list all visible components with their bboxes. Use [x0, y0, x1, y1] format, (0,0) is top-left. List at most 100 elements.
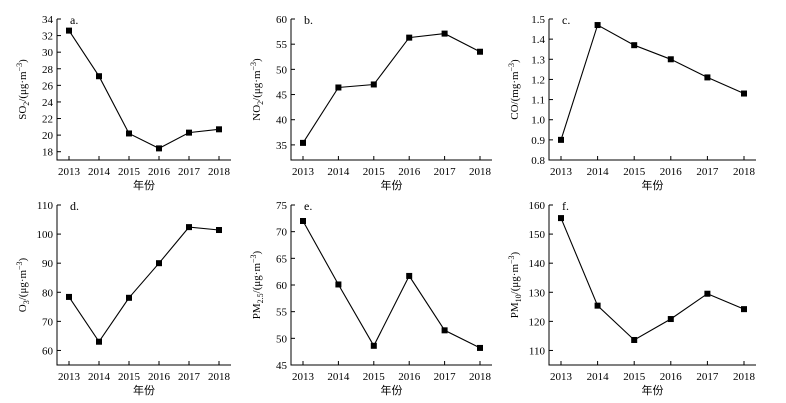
series-line: [302, 33, 481, 144]
series-line: [560, 24, 745, 141]
y-tick-label: 45: [276, 360, 288, 372]
y-tick-label: 1.5: [531, 14, 545, 26]
x-tick-label: 2015: [363, 166, 386, 178]
y-tick-label: 65: [276, 253, 288, 265]
y-tick-label: 1.0: [531, 115, 545, 127]
axes: [56, 19, 231, 161]
panel-pm25: 45 50 55 60 65 70 75 2013 2014 2015 2016 2017 2018 年份…: [249, 199, 492, 397]
x-tick-label: 2014: [88, 166, 111, 178]
x-axis-label: 年份: [133, 178, 155, 192]
y-label-unit: /(μg·m: [251, 263, 263, 294]
y-label-unit: /(μg·m: [17, 71, 29, 102]
y-tick-label: 0.9: [531, 135, 545, 147]
y-tick-label: 1.3: [531, 54, 545, 66]
y-tick-label: 160: [529, 200, 546, 212]
y-label-main: CO: [509, 104, 521, 119]
y-tick-label: 55: [276, 307, 288, 319]
y-label-sup: −3: [507, 255, 516, 264]
y-tick-label: 50: [276, 64, 288, 76]
y-tick-label: 110: [529, 345, 546, 357]
data-point-2016: [156, 145, 162, 152]
data-point-2013: [558, 215, 564, 222]
y-tick-label: 70: [42, 316, 54, 328]
y-label-unit: /(μg·m: [509, 264, 521, 295]
x-tick-label: 2016: [398, 166, 421, 178]
panel-label: b.: [304, 13, 313, 27]
y-label-sub: 2: [256, 101, 265, 105]
y-tick-label: 28: [42, 64, 54, 76]
data-point-2017: [441, 327, 448, 334]
x-tick-label: 2015: [118, 371, 141, 383]
data-point-2013: [558, 136, 564, 143]
y-tick-label: 80: [42, 287, 54, 299]
data-point-2017: [186, 224, 192, 231]
x-tick-label: 2017: [696, 371, 719, 383]
panel-label: a.: [70, 13, 78, 27]
y-tick-label: 40: [276, 115, 288, 127]
y-label-sup: −3: [507, 63, 516, 72]
y-tick-label: 90: [42, 258, 54, 270]
data-point-2017: [186, 129, 192, 136]
y-tick-label: 30: [42, 47, 54, 59]
x-tick-label: 2017: [178, 166, 201, 178]
x-tick-label: 2018: [469, 371, 492, 383]
y-label-sub: 10: [514, 294, 523, 302]
panel-label: f.: [562, 199, 569, 213]
axes: [548, 19, 756, 161]
data-point-2018: [216, 227, 222, 234]
x-tick-label: 2014: [327, 371, 350, 383]
x-tick-label: 2015: [363, 371, 386, 383]
x-tick-label: 2018: [469, 166, 492, 178]
y-axis-label: O3/(μg·m−3): [15, 257, 31, 312]
y-label-unit: /(μg·m: [17, 270, 29, 301]
axes: [290, 19, 492, 161]
data-point-2018: [477, 344, 483, 351]
axes: [548, 205, 756, 366]
data-point-2018: [741, 90, 747, 97]
data-point-2017: [441, 30, 448, 37]
y-tick-label: 1.1: [531, 95, 545, 107]
y-tick-label: 1.2: [531, 74, 545, 86]
data-point-2014: [96, 73, 102, 80]
panel-label: d.: [70, 199, 79, 213]
x-tick-label: 2018: [733, 371, 756, 383]
panel-co: 0.8 0.9 1.0 1.1 1.2 1.3 1.4 1.5 2013 2014 2015 2016…: [507, 13, 756, 192]
y-label-main: O: [17, 304, 29, 312]
y-label-sub: 3: [22, 300, 31, 304]
x-tick-label: 2017: [434, 371, 457, 383]
data-point-2015: [631, 42, 638, 49]
data-point-2013: [300, 218, 306, 224]
y-axis-label: NO2/(μg·m−3): [249, 58, 265, 121]
panel-label: c.: [562, 13, 570, 27]
x-tick-label: 2017: [434, 166, 457, 178]
data-point-2013: [66, 27, 72, 34]
y-label-main: PM: [509, 302, 521, 318]
y-tick-label: 50: [276, 333, 288, 345]
x-tick-label: 2014: [587, 371, 610, 383]
x-tick-label: 2018: [733, 166, 756, 178]
x-tick-label: 2015: [623, 371, 646, 383]
x-tick-label: 2014: [587, 166, 610, 178]
panel-pm10: 110 120 130 140 150 160 2013 2014 2015 2016 2017 20…: [507, 199, 756, 397]
x-tick-label: 2016: [148, 371, 171, 383]
y-label-close: ): [251, 58, 263, 62]
y-tick-label: 34: [42, 14, 54, 26]
y-tick-label: 60: [42, 345, 54, 357]
data-point-2016: [667, 56, 674, 63]
data-point-2013: [66, 293, 72, 300]
y-axis-label: CO/(mg·m−3): [507, 59, 521, 120]
series-line: [68, 30, 220, 150]
x-tick-label: 2013: [58, 166, 81, 178]
y-tick-label: 0.8: [531, 155, 545, 167]
panel-label: e.: [304, 199, 312, 213]
axes: [290, 205, 492, 366]
data-point-2017: [704, 290, 711, 297]
x-tick-label: 2013: [292, 166, 315, 178]
y-tick-label: 140: [529, 258, 546, 270]
y-label-main: PM: [251, 303, 263, 319]
data-point-2014: [96, 338, 102, 345]
y-tick-label: 35: [276, 140, 288, 152]
y-axis-label: PM2.5/(μg·m−3): [249, 250, 265, 319]
x-tick-label: 2014: [88, 371, 111, 383]
y-axis-label: PM10/(μg·m−3): [507, 251, 523, 318]
